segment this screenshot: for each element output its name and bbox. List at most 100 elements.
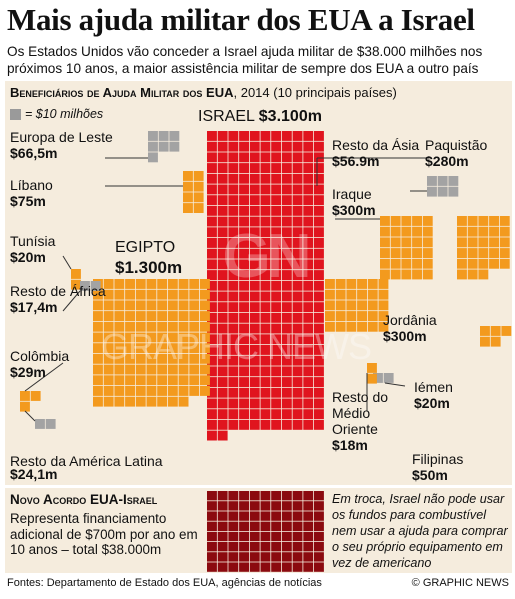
waffle-egipto-cell <box>93 311 103 321</box>
waffle-jordania-cell <box>335 289 346 300</box>
waffle-egipto-cell <box>146 396 157 407</box>
waffle-israel-cell <box>271 248 282 259</box>
waffle-israel-cell <box>303 259 314 270</box>
waffle-israel-cell <box>207 430 217 441</box>
waffle-egipto-cell <box>146 343 157 354</box>
waffle-israel-cell <box>228 270 239 280</box>
label-resto-africa-name: Resto de África <box>10 283 106 299</box>
waffle-israel-cell <box>292 205 303 216</box>
waffle-egipto-cell <box>93 332 103 343</box>
waffle-israel-cell <box>217 387 228 398</box>
waffle-jordania-cell <box>357 289 367 300</box>
waffle-resto-asia <box>427 176 459 197</box>
waffle-new-agreement-cell <box>292 521 303 531</box>
label-resto-medio-oriente-value: $18m <box>332 437 368 453</box>
waffle-israel-cell <box>228 205 239 216</box>
waffle-egipto-cell <box>157 300 168 311</box>
waffle-egipto-cell <box>167 375 178 386</box>
waffle-new-agreement-cell <box>207 531 217 542</box>
waffle-israel-cell <box>217 259 228 270</box>
waffle-new-agreement-cell <box>271 501 282 511</box>
waffle-new-agreement-cell <box>217 552 228 562</box>
waffle-new-agreement-cell <box>292 552 303 562</box>
waffle-israel-cell <box>228 366 239 377</box>
waffle-israel-cell <box>271 205 282 216</box>
waffle-egipto-cell <box>93 386 103 396</box>
waffle-iraque-cell <box>422 258 433 269</box>
waffle-israel-cell <box>217 366 228 377</box>
waffle-israel-cell <box>314 387 324 398</box>
waffle-israel-cell <box>303 387 314 398</box>
waffle-israel-cell <box>292 152 303 163</box>
waffle-israel-cell <box>249 280 260 291</box>
waffle-new-agreement-cell <box>239 542 249 552</box>
waffle-israel-cell <box>281 366 292 377</box>
waffle-israel-cell <box>217 345 228 355</box>
waffle-jordania-cell <box>346 279 357 289</box>
waffle-egipto-cell <box>178 300 189 311</box>
waffle-israel-cell <box>281 345 292 355</box>
waffle-egipto-cell <box>103 332 114 343</box>
waffle-israel-cell <box>239 195 249 206</box>
waffle-israel-cell <box>281 195 292 206</box>
waffle-jordania-cell <box>357 321 367 332</box>
waffle-iraque-cell <box>390 237 401 248</box>
waffle-colombia-cell <box>20 391 30 401</box>
waffle-israel-cell <box>314 216 324 227</box>
waffle-iraque-cell <box>380 216 390 226</box>
label-filipinas-value: $50m <box>412 467 448 483</box>
waffle-egipto-cell <box>146 279 157 289</box>
waffle-israel-cell <box>207 366 217 377</box>
waffle-egipto-cell <box>167 300 178 311</box>
waffle-israel-cell <box>239 366 249 377</box>
waffle-jordania-cell <box>378 311 389 321</box>
waffle-libano-cell <box>193 181 204 192</box>
waffle-egipto-cell <box>125 332 135 343</box>
waffle-egipto-cell <box>114 321 125 332</box>
waffle-israel-cell <box>239 216 249 227</box>
waffle-iraque-cell <box>380 248 390 258</box>
waffle-israel-cell <box>207 259 217 270</box>
waffle-egipto-cell <box>157 396 168 407</box>
waffle-israel-cell <box>249 184 260 195</box>
waffle-israel-cell <box>260 238 271 248</box>
waffle-israel-cell <box>292 173 303 184</box>
waffle-israel-cell <box>239 141 249 152</box>
waffle-new-agreement-cell <box>239 501 249 511</box>
waffle-israel-cell <box>217 216 228 227</box>
waffle-israel-cell <box>314 398 324 409</box>
waffle-new-agreement-cell <box>249 511 260 521</box>
waffle-egipto-cell <box>135 321 146 332</box>
waffle-israel-cell <box>217 312 228 323</box>
waffle-israel-cell <box>260 366 271 377</box>
waffle-jordania-cell <box>325 279 335 289</box>
waffle-tunisia-cell <box>71 269 81 279</box>
waffle-israel-cell <box>249 163 260 173</box>
waffle-israel-cell <box>249 131 260 141</box>
waffle-israel-cell <box>228 238 239 248</box>
waffle-israel-cell <box>292 141 303 152</box>
waffle-israel-cell <box>292 280 303 291</box>
waffle-israel-cell <box>271 238 282 248</box>
waffle-israel-cell <box>260 419 271 430</box>
waffle-egipto-cell <box>135 343 146 354</box>
waffle-egipto <box>93 279 210 407</box>
waffle-egipto-cell <box>146 332 157 343</box>
waffle-israel-cell <box>303 163 314 173</box>
waffle-israel-cell <box>217 238 228 248</box>
waffle-israel-cell <box>249 345 260 355</box>
waffle-israel-cell <box>228 334 239 345</box>
waffle-iraque-cell <box>422 248 433 258</box>
waffle-iraque-cell <box>422 226 433 237</box>
waffle-new-agreement-cell <box>292 542 303 552</box>
waffle-egipto-cell <box>114 396 125 407</box>
waffle-new-agreement-cell <box>249 501 260 511</box>
waffle-paquistao-cell <box>457 269 467 280</box>
waffle-new-agreement-cell <box>228 511 239 521</box>
waffle-new-agreement-cell <box>281 491 292 501</box>
waffle-paquistao <box>457 216 510 280</box>
waffle-new-agreement-cell <box>314 562 324 572</box>
waffle-israel-cell <box>249 216 260 227</box>
label-resto-asia: Resto da Ásia $56.9m <box>332 137 419 169</box>
waffle-colombia-cell <box>20 401 30 412</box>
